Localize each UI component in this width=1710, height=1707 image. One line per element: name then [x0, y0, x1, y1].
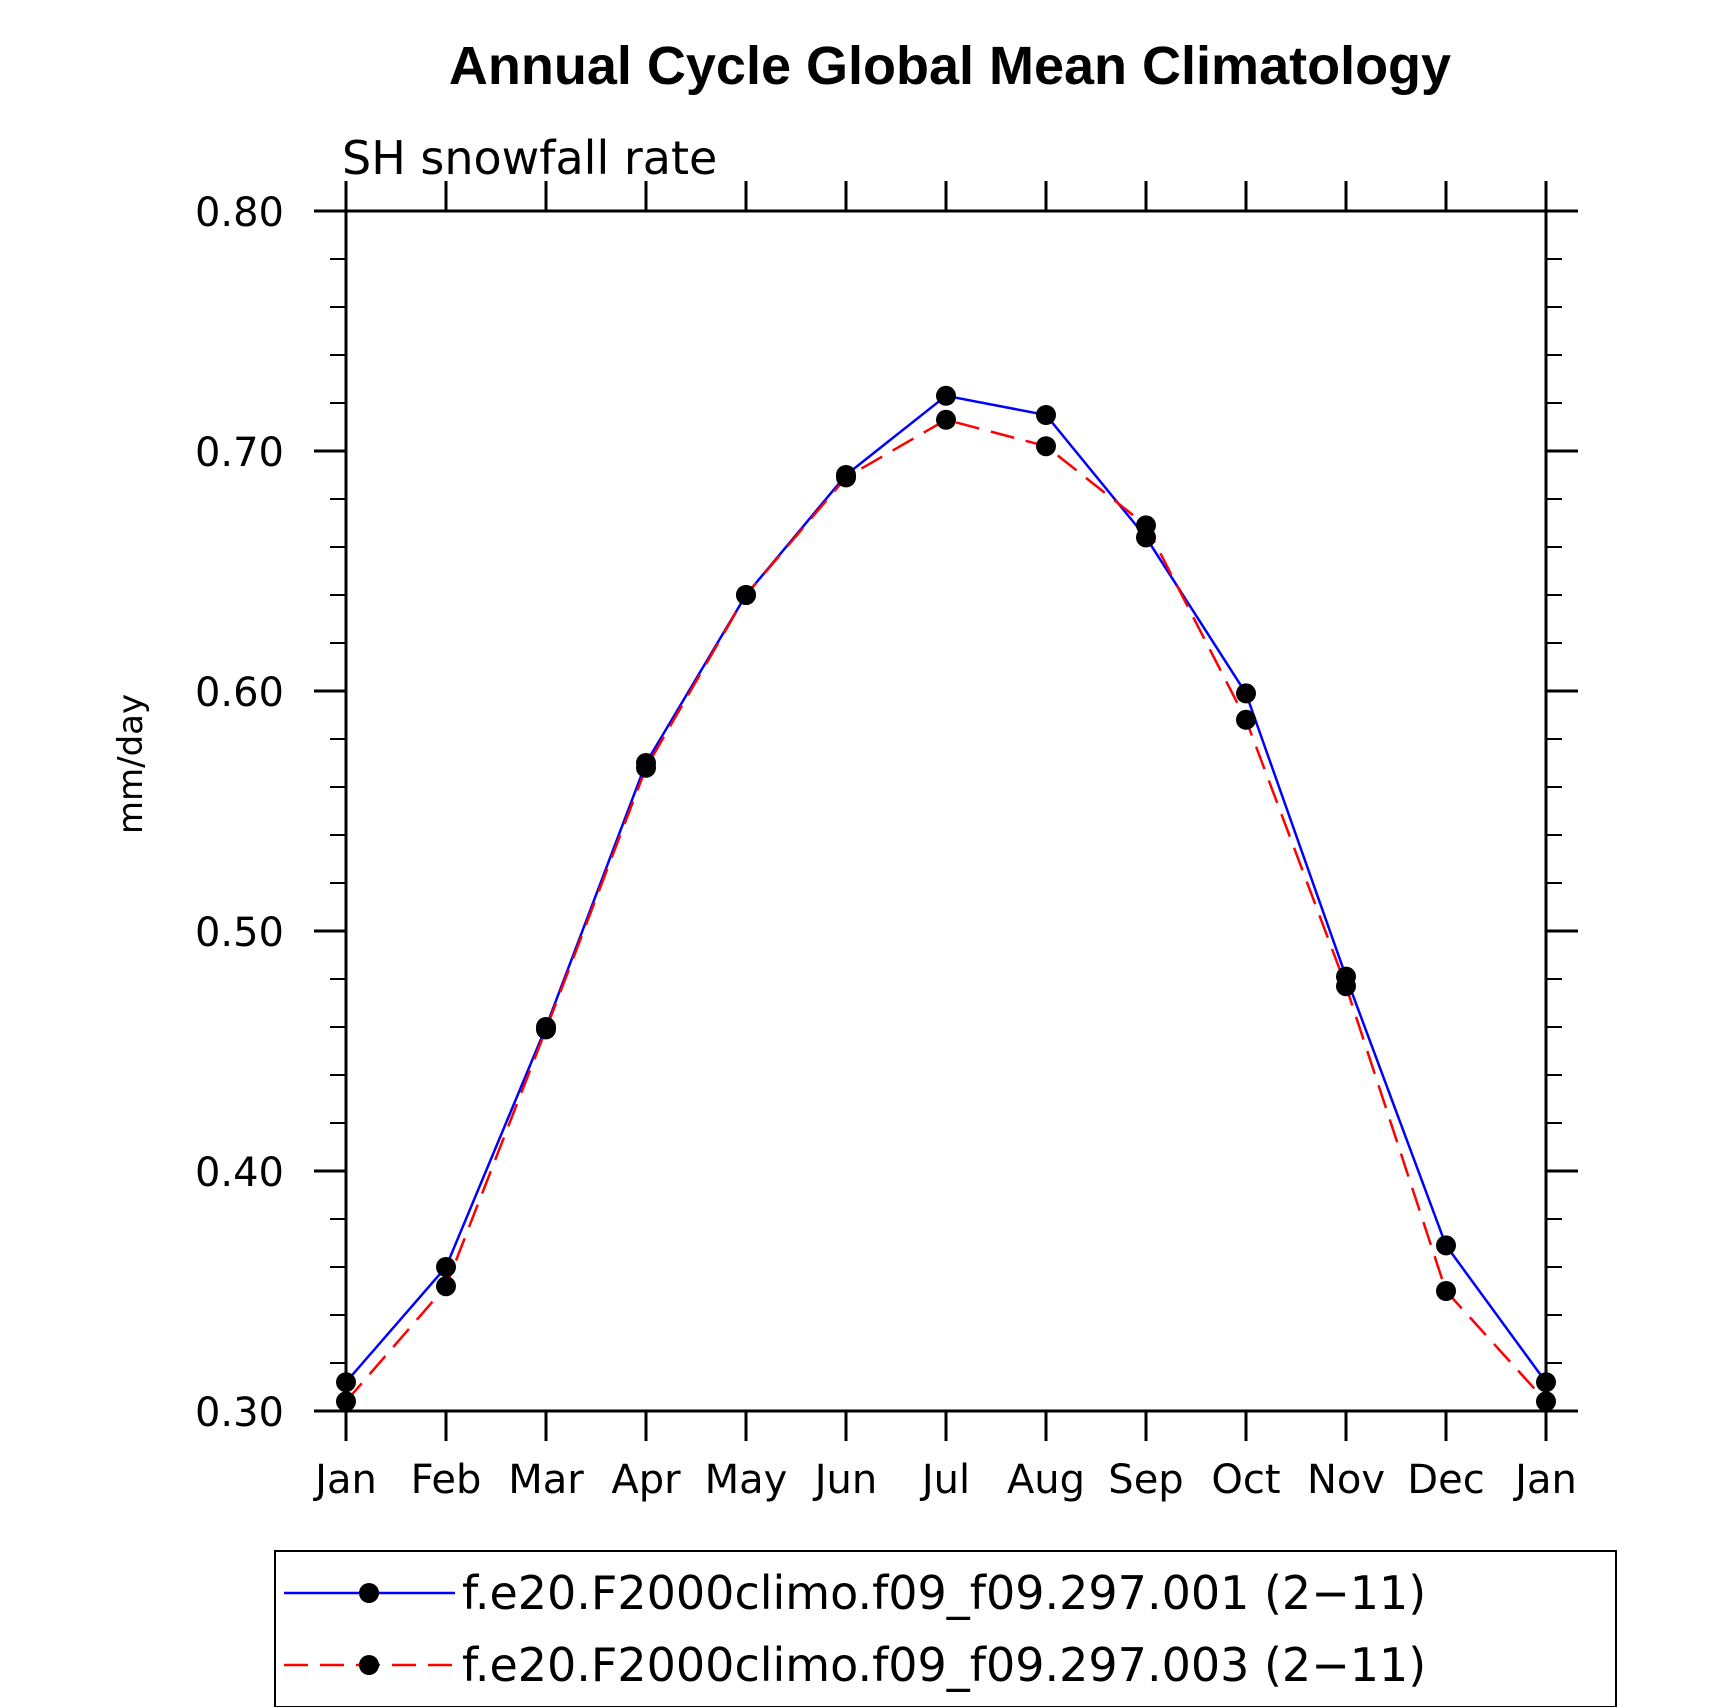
- x-tick-label: Mar: [508, 1457, 584, 1503]
- legend-box: [274, 1550, 1617, 1707]
- legend-label-1: f.e20.F2000climo.f09_f09.297.001 (2−11): [462, 1566, 1426, 1620]
- chart-subtitle: SH snowfall rate: [342, 131, 717, 185]
- series-2-point: [1436, 1281, 1456, 1301]
- legend-label-2: f.e20.F2000climo.f09_f09.297.003 (2−11): [462, 1638, 1426, 1692]
- x-tick-label: Jun: [812, 1457, 878, 1503]
- series-2-point: [436, 1276, 456, 1297]
- y-tick-label: 0.40: [195, 1150, 284, 1196]
- series-line-2: [345, 418, 1547, 1403]
- x-tick-label: Jan: [1512, 1457, 1577, 1503]
- series-1-point: [336, 1372, 356, 1393]
- legend-marker-1: [359, 1583, 379, 1603]
- y-axis-label: mm/day: [111, 694, 151, 834]
- series-2-point: [1036, 436, 1056, 457]
- x-axis-ticks: Jan Feb Mar Apr May Jun Jul Aug Sep Oct Nov Dec Jan: [312, 181, 1577, 1503]
- x-tick-label: Sep: [1108, 1457, 1183, 1503]
- x-tick-label: Dec: [1407, 1457, 1484, 1503]
- series-2-point: [736, 585, 756, 605]
- x-tick-label: May: [705, 1457, 788, 1503]
- series-layer: [336, 385, 1556, 1412]
- series-1-point: [1036, 405, 1056, 425]
- series-line-1: [345, 394, 1548, 1384]
- y-tick-label: 0.30: [195, 1390, 284, 1436]
- y-tick-label: 0.80: [195, 190, 284, 236]
- series-2-point: [836, 467, 856, 488]
- series-2-point: [336, 1391, 356, 1412]
- legend: f.e20.F2000climo.f09_f09.297.001 (2−11) f…: [274, 1550, 1617, 1707]
- series-2-point: [1136, 515, 1156, 536]
- series-2-point: [1236, 709, 1256, 730]
- y-axis-ticks: 0.30 0.40 0.50 0.60 0.70 0.80: [195, 190, 1578, 1436]
- x-tick-label: Oct: [1211, 1457, 1280, 1503]
- y-tick-label: 0.70: [195, 430, 284, 476]
- x-tick-label: Apr: [611, 1457, 681, 1503]
- series-2-point: [536, 1019, 556, 1040]
- y-tick-label: 0.60: [195, 670, 284, 716]
- series-1-point: [936, 385, 956, 406]
- series-2-point: [636, 757, 656, 778]
- series-1-point: [1436, 1235, 1456, 1256]
- legend-marker-2: [359, 1655, 379, 1675]
- series-1-point: [1236, 683, 1256, 704]
- series-2-point: [1536, 1391, 1556, 1412]
- series-1-point: [1536, 1372, 1556, 1393]
- x-tick-label: Jul: [919, 1457, 970, 1503]
- series-2-point: [936, 409, 956, 430]
- x-tick-label: Aug: [1007, 1457, 1085, 1503]
- chart-title: Annual Cycle Global Mean Climatology: [449, 36, 1451, 96]
- x-tick-label: Feb: [411, 1457, 482, 1503]
- y-tick-label: 0.50: [195, 910, 284, 956]
- x-tick-label: Nov: [1307, 1457, 1385, 1503]
- series-1-point: [436, 1257, 456, 1277]
- x-tick-label: Jan: [312, 1457, 377, 1503]
- series-2-point: [1336, 976, 1356, 997]
